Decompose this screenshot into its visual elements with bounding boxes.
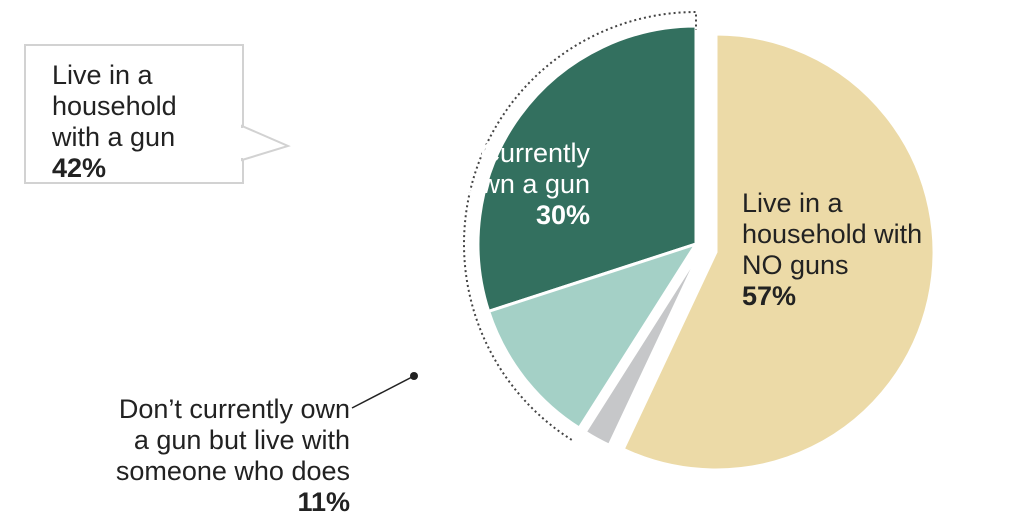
no-guns-label: Live in a household with NO guns 57% bbox=[742, 188, 923, 311]
dont-own-label: Don’t currently own a gun but live with … bbox=[12, 394, 350, 518]
slice-no-guns bbox=[621, 32, 936, 472]
leader-dot bbox=[410, 372, 418, 380]
no-guns-percent: 57% bbox=[742, 281, 797, 311]
pie-chart bbox=[351, 10, 936, 472]
leader-line bbox=[351, 375, 415, 409]
callout-percent: 42% bbox=[52, 153, 107, 183]
currently-own-percent: 30% bbox=[535, 200, 590, 230]
gun-household-bracket bbox=[463, 10, 697, 441]
dont-own-percent: 11% bbox=[297, 487, 350, 517]
currently-own-label: Currently own a gun 30% bbox=[380, 138, 590, 231]
callout-box bbox=[24, 44, 244, 184]
callout-pointer bbox=[240, 124, 291, 162]
slice-currently-own bbox=[476, 24, 698, 314]
callout-label: Live in a household with a gun 42% bbox=[52, 60, 177, 183]
slice-dont-own-live-with bbox=[486, 241, 700, 431]
slice-no-answer bbox=[583, 247, 704, 448]
